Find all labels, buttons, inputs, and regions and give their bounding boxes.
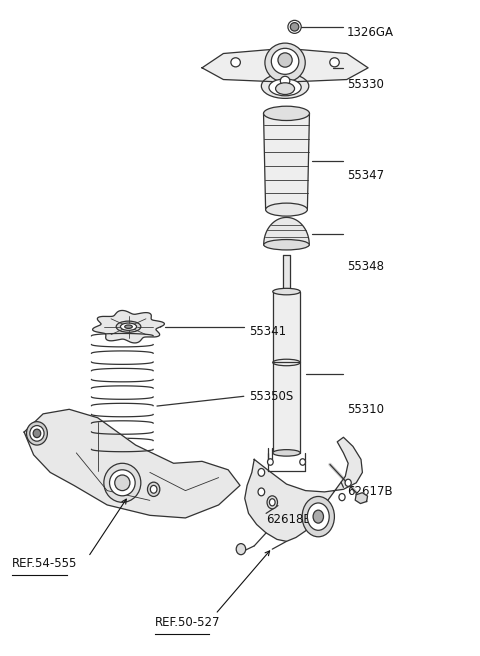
- Ellipse shape: [258, 488, 264, 496]
- Ellipse shape: [264, 106, 310, 121]
- Text: 55348: 55348: [347, 260, 384, 273]
- Ellipse shape: [307, 503, 329, 530]
- Polygon shape: [273, 291, 300, 453]
- Ellipse shape: [278, 53, 292, 67]
- Ellipse shape: [339, 493, 345, 501]
- Ellipse shape: [26, 422, 48, 445]
- Ellipse shape: [92, 457, 153, 459]
- Ellipse shape: [264, 239, 309, 250]
- Ellipse shape: [280, 76, 290, 85]
- Polygon shape: [245, 438, 362, 541]
- Polygon shape: [202, 49, 368, 82]
- Polygon shape: [264, 113, 310, 210]
- Text: 1326GA: 1326GA: [347, 26, 394, 39]
- Ellipse shape: [276, 83, 295, 94]
- Ellipse shape: [116, 321, 141, 333]
- Ellipse shape: [109, 470, 135, 496]
- Ellipse shape: [261, 73, 309, 98]
- Ellipse shape: [302, 497, 335, 537]
- Text: REF.50-527: REF.50-527: [155, 615, 220, 628]
- Ellipse shape: [104, 463, 141, 502]
- Polygon shape: [93, 310, 165, 343]
- Ellipse shape: [33, 429, 41, 438]
- Ellipse shape: [115, 475, 130, 491]
- Ellipse shape: [269, 79, 301, 96]
- Ellipse shape: [330, 58, 339, 67]
- Ellipse shape: [273, 289, 300, 295]
- Text: 55347: 55347: [347, 169, 384, 182]
- Ellipse shape: [265, 203, 307, 216]
- Ellipse shape: [258, 468, 264, 476]
- Polygon shape: [355, 493, 368, 504]
- Ellipse shape: [30, 426, 44, 441]
- Polygon shape: [24, 409, 240, 518]
- Ellipse shape: [236, 544, 246, 555]
- Ellipse shape: [273, 449, 300, 456]
- Ellipse shape: [271, 49, 299, 74]
- Ellipse shape: [231, 58, 240, 67]
- Text: 55330: 55330: [347, 77, 384, 91]
- Polygon shape: [264, 217, 309, 245]
- Ellipse shape: [313, 510, 324, 523]
- Ellipse shape: [150, 485, 157, 493]
- Ellipse shape: [300, 459, 305, 465]
- Text: 55350S: 55350S: [250, 390, 294, 403]
- Text: 55310: 55310: [347, 403, 384, 416]
- Ellipse shape: [269, 499, 275, 506]
- Text: 62617B: 62617B: [347, 485, 392, 499]
- Ellipse shape: [290, 22, 299, 31]
- Ellipse shape: [125, 325, 132, 329]
- Ellipse shape: [265, 43, 305, 82]
- Text: REF.54-555: REF.54-555: [12, 557, 78, 570]
- Ellipse shape: [120, 323, 137, 331]
- Text: 55341: 55341: [250, 325, 287, 338]
- Ellipse shape: [345, 480, 351, 486]
- Ellipse shape: [267, 459, 273, 465]
- Text: 62618B: 62618B: [266, 514, 312, 526]
- Polygon shape: [283, 255, 290, 289]
- Ellipse shape: [267, 496, 277, 509]
- Ellipse shape: [147, 482, 160, 497]
